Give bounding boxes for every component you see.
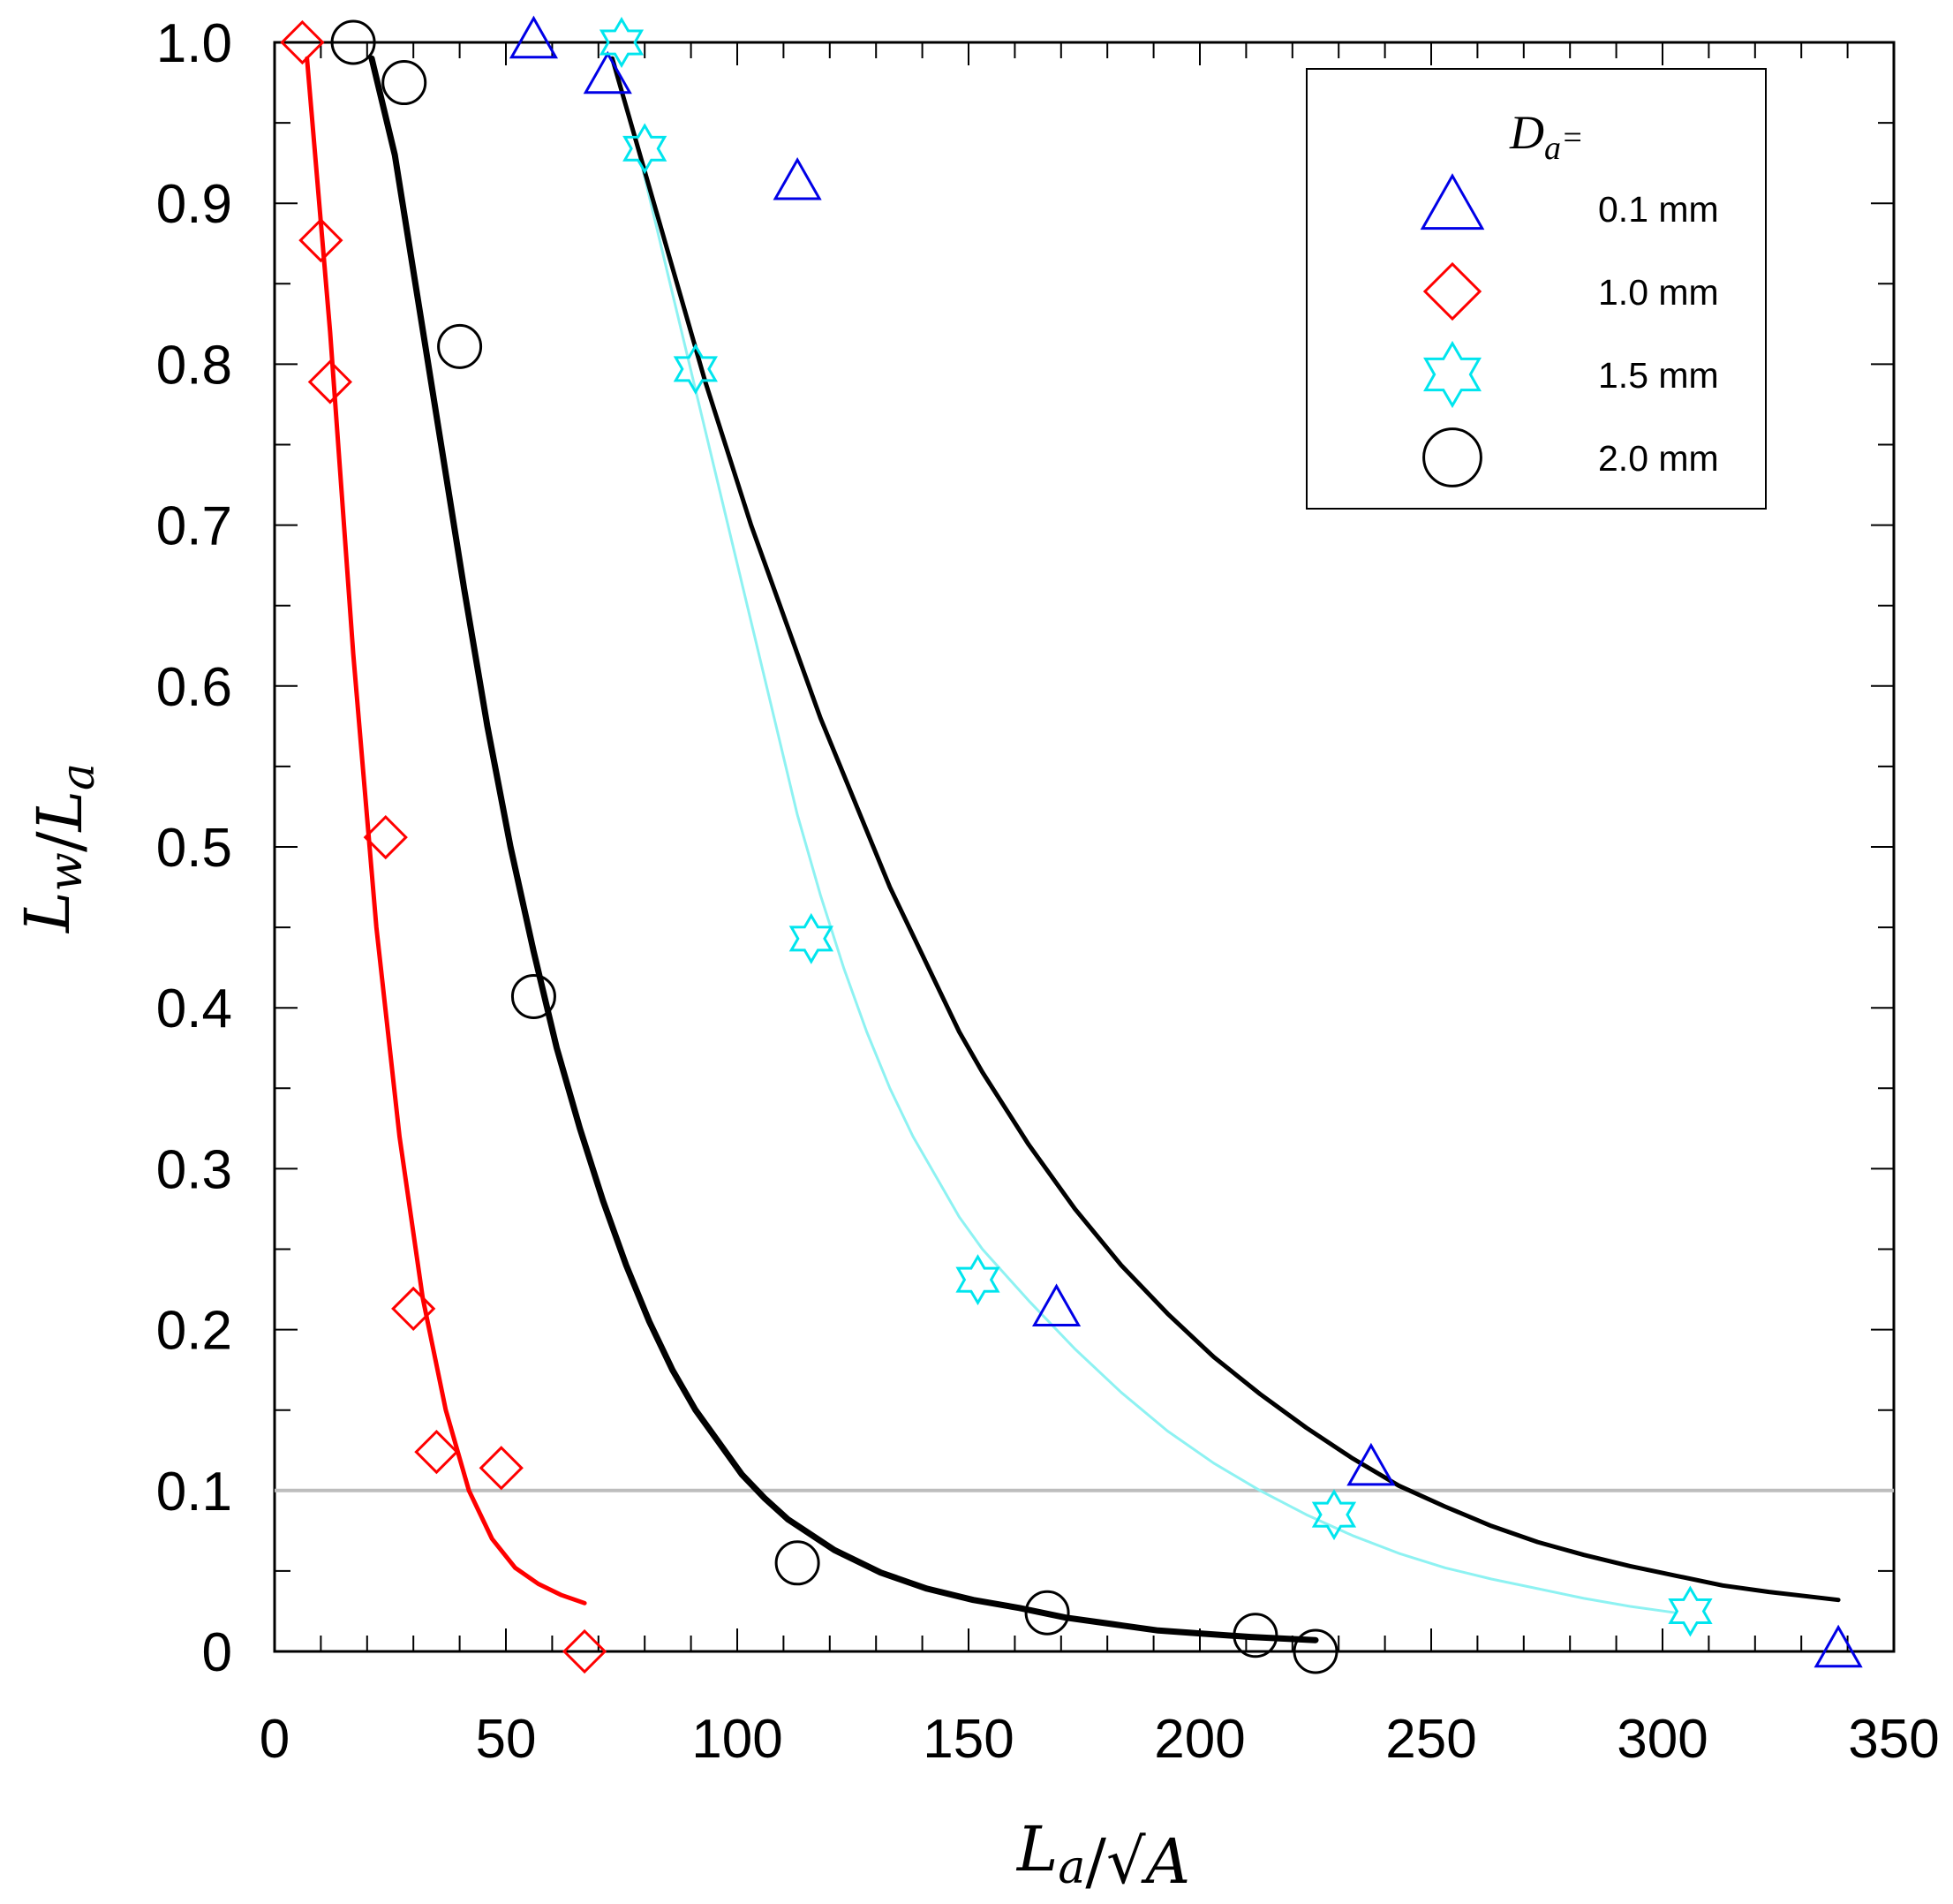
- data-point: [298, 217, 343, 263]
- y-axis-title: Lw/La: [11, 763, 105, 934]
- data-point: [774, 1540, 820, 1586]
- svg-text:Lw/La: Lw/La: [11, 763, 105, 934]
- legend-item: 2.0 mm: [1422, 427, 1719, 487]
- x-tick-label: 100: [691, 1709, 782, 1770]
- data-point: [1024, 1590, 1070, 1636]
- legend-item: 0.1 mm: [1420, 173, 1719, 230]
- data-point: [1293, 1628, 1338, 1674]
- x-tick-label: 150: [923, 1709, 1014, 1770]
- data-points-layer: [280, 15, 1863, 1674]
- x-tick-label: 0: [260, 1709, 290, 1770]
- x-tick-label: 300: [1617, 1709, 1708, 1770]
- y-tick-label: 0.5: [156, 818, 232, 879]
- data-point: [673, 343, 718, 395]
- data-point: [1668, 1585, 1713, 1637]
- y-tick-label: 0.6: [156, 657, 232, 718]
- data-point: [599, 17, 645, 68]
- fit-curve: [610, 56, 1841, 1603]
- data-point: [280, 19, 325, 65]
- legend-box: [1306, 68, 1767, 510]
- y-tick-label: 1.0: [156, 13, 232, 74]
- legend-title: Da=: [1509, 106, 1584, 167]
- data-point: [1031, 1283, 1082, 1326]
- data-point: [414, 1429, 459, 1475]
- y-tick-label: 0.2: [156, 1301, 232, 1362]
- fit-curve: [611, 57, 1678, 1614]
- x-tick-label: 200: [1154, 1709, 1245, 1770]
- data-point: [1233, 1613, 1278, 1658]
- fit-curve: [305, 56, 587, 1606]
- y-tick-label: 0.8: [156, 335, 232, 396]
- x-tick-label: 50: [476, 1709, 537, 1770]
- data-point: [363, 814, 408, 860]
- data-point: [381, 60, 427, 106]
- fit-curve: [368, 55, 1319, 1643]
- legend-label: 0.1 mm: [1598, 189, 1719, 230]
- legend-label: 1.5 mm: [1598, 355, 1719, 396]
- data-point: [437, 323, 483, 369]
- ticks-layer: [275, 42, 1894, 1651]
- legend-items: 0.1 mm 1.0 mm 1.5 mm 2.0 mm: [1420, 173, 1719, 487]
- data-point: [510, 973, 556, 1019]
- data-point: [330, 19, 376, 65]
- legend-label: 2.0 mm: [1598, 438, 1719, 479]
- tick-labels-layer: 0 50 100 150 200 250 300 350 0 0.1 0.2 0.3 0.4 0.5 0.6…: [156, 13, 1940, 1770]
- y-tick-label: 0.1: [156, 1462, 232, 1522]
- legend-marker: [1420, 173, 1485, 230]
- data-point: [479, 1446, 524, 1491]
- legend-marker: [1422, 261, 1482, 321]
- data-point: [562, 1628, 607, 1674]
- data-point: [391, 1286, 436, 1332]
- legend-item: 1.5 mm: [1423, 340, 1719, 409]
- legend: Da= 0.1 mm 1.0 mm 1.5 mm 2.0 mm: [1306, 68, 1767, 510]
- legend-marker: [1423, 340, 1482, 409]
- y-tick-label: 0: [202, 1622, 232, 1683]
- fit-curves-layer: [305, 55, 1841, 1643]
- legend-label: 1.0 mm: [1598, 272, 1719, 313]
- data-point: [583, 50, 632, 94]
- data-point: [1346, 1442, 1396, 1486]
- data-point: [1311, 1489, 1357, 1541]
- legend-item: 1.0 mm: [1422, 261, 1719, 321]
- legend-marker: [1422, 427, 1482, 487]
- data-point: [788, 912, 833, 964]
- data-point: [773, 157, 822, 200]
- y-tick-label: 0.9: [156, 174, 232, 235]
- x-axis-title: La/√A: [1015, 1813, 1190, 1898]
- data-point: [1814, 1624, 1863, 1668]
- x-tick-label: 250: [1385, 1709, 1476, 1770]
- y-tick-label: 0.4: [156, 978, 232, 1039]
- data-point: [509, 15, 559, 59]
- svg-text:La/√A: La/√A: [1015, 1813, 1190, 1898]
- y-tick-label: 0.7: [156, 496, 232, 557]
- data-point: [622, 123, 667, 175]
- y-tick-label: 0.3: [156, 1139, 232, 1200]
- x-tick-label: 350: [1848, 1709, 1939, 1770]
- data-point: [307, 359, 353, 404]
- data-point: [955, 1254, 1000, 1306]
